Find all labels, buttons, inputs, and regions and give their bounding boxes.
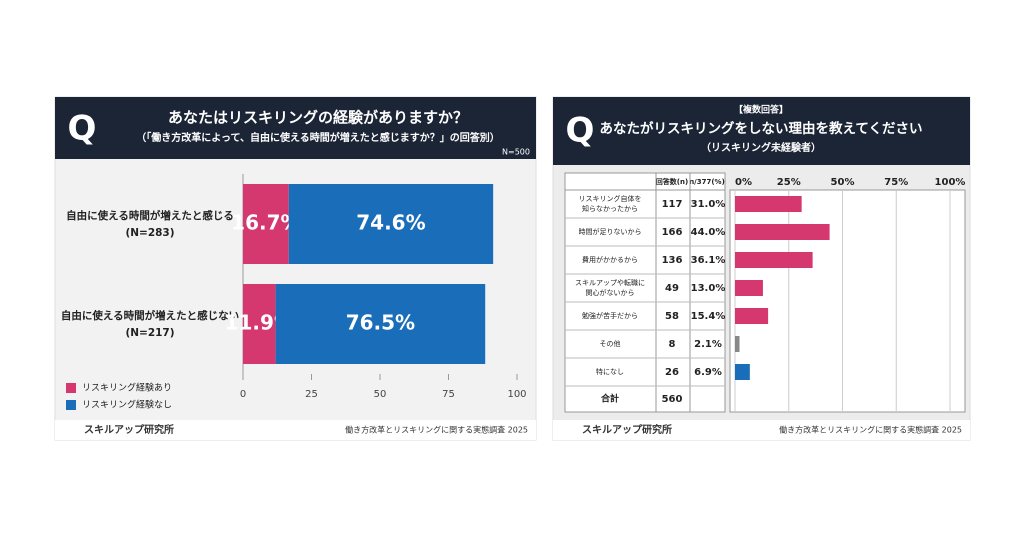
bar (288, 184, 494, 264)
y-tick-label: 自由に使える時間が増えたと感じない (61, 309, 239, 322)
count: 58 (665, 311, 679, 322)
bar (735, 252, 813, 268)
brand: スキルアップ研究所 (582, 423, 672, 436)
data-label: 76.5% (346, 311, 415, 335)
source: 働き方改革とリスキリングに関する実態調査 2025 (779, 425, 962, 435)
legend-label: リスキリング経験あり (82, 382, 172, 394)
data-label: 31.0% (691, 199, 726, 210)
row-label: 特になし (596, 367, 624, 376)
q-icon: Q (566, 111, 595, 151)
x-tick-label: 75 (442, 389, 455, 400)
brand: スキルアップ研究所 (84, 423, 174, 436)
row-label: その他 (600, 339, 621, 348)
column-header: n/377(%) (689, 178, 725, 186)
sample-label: N=500 (502, 148, 530, 157)
table (564, 172, 726, 413)
bar (243, 284, 276, 364)
legend-swatch (66, 400, 76, 410)
title: あなたはリスキリングの経験がありますか？ (168, 109, 468, 127)
count: 136 (662, 255, 683, 266)
bar (735, 308, 769, 324)
total-label: 合計 (601, 393, 619, 405)
column-header: 回答数(n) (656, 177, 688, 186)
y-tick-label: 自由に使える時間が増えたと感じる (66, 209, 234, 222)
count: 117 (662, 199, 683, 210)
source: 働き方改革とリスキリングに関する実態調査 2025 (345, 425, 528, 435)
x-tick-label: 0% (735, 177, 752, 188)
x-tick-label: 100 (507, 389, 526, 400)
subtitle: （「働き方改革によって、自由に使える時間が増えたと感じますか？」の回答別） (136, 131, 499, 144)
panel-header (55, 97, 536, 159)
title: あなたがリスキリングをしない理由を教えてください (600, 120, 923, 137)
x-tick-label: 25% (777, 177, 801, 188)
bar (735, 336, 740, 352)
y-tick-sublabel: (N=283) (125, 227, 174, 239)
subtitle: （リスキリング未経験者） (701, 141, 821, 154)
x-tick-label: 0 (240, 389, 246, 400)
row-label: リスキリング自体を (579, 194, 642, 203)
bar (735, 196, 802, 212)
bar (735, 364, 750, 380)
x-tick-label: 75% (884, 177, 908, 188)
bar (243, 184, 289, 264)
legend-label: リスキリング経験なし (82, 399, 172, 411)
bar (735, 224, 830, 240)
x-tick-label: 50 (374, 389, 387, 400)
data-label: 44.0% (691, 227, 726, 238)
x-tick-label: 50% (831, 177, 855, 188)
row-label: 時間が足りないから (579, 227, 642, 236)
panel-header (553, 97, 970, 165)
data-label: 74.6% (356, 211, 425, 235)
note: 【複数回答】 (734, 104, 788, 116)
data-label: 13.0% (691, 283, 726, 294)
count: 166 (662, 227, 683, 238)
legend-swatch (66, 383, 76, 393)
x-tick-label: 25 (305, 389, 318, 400)
data-label: 6.9% (694, 367, 722, 378)
total: 560 (662, 394, 683, 405)
count: 49 (665, 283, 679, 294)
row-label: 知らなかったから (582, 204, 638, 213)
count: 26 (665, 367, 679, 378)
row-label: スキルアップや転職に (575, 278, 645, 287)
plot-area (729, 189, 966, 413)
data-label: 2.1% (694, 339, 722, 350)
data-label: 36.1% (691, 255, 726, 266)
q-icon: Q (68, 109, 97, 149)
count: 8 (669, 339, 676, 350)
row-label: 勉強が苦手だから (582, 311, 638, 320)
footer (55, 420, 536, 440)
row-label: 関心がないから (586, 288, 635, 297)
data-label: 15.4% (691, 311, 726, 322)
y-tick-sublabel: (N=217) (125, 327, 174, 339)
row-label: 費用がかかるから (582, 255, 638, 264)
bar (275, 284, 486, 364)
bar (735, 280, 763, 296)
footer (553, 420, 970, 440)
x-tick-label: 100% (935, 177, 966, 188)
